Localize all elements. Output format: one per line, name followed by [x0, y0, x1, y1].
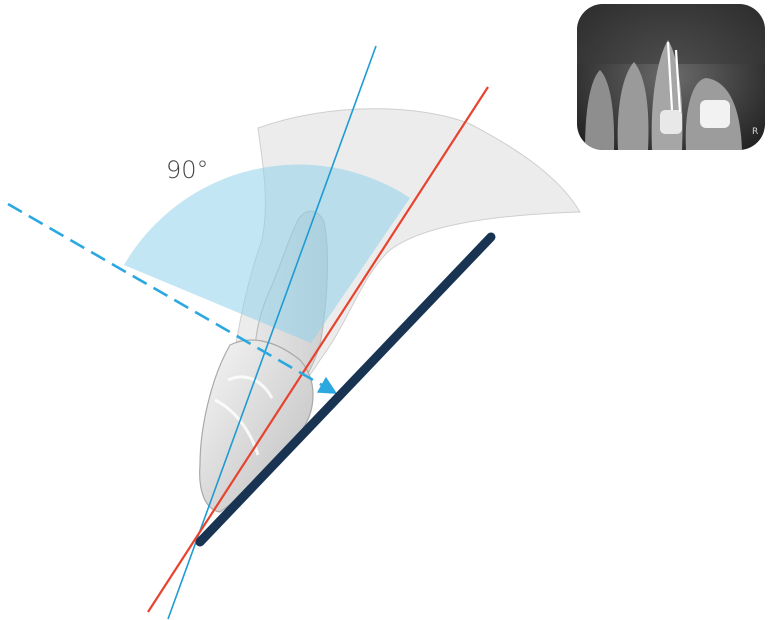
tooth-long-axis-line: [167, 45, 377, 620]
bisecting-line: [147, 86, 489, 613]
tooth-crown-detail: [214, 375, 274, 456]
central-ray-dashed-arrow: [7, 202, 338, 394]
xray-root-canal: [666, 41, 682, 113]
xray-tooth-2: [617, 62, 649, 150]
angle-sector: [124, 164, 410, 343]
film-sensor-line: [195, 232, 496, 547]
xray-inset-text: R: [752, 127, 758, 137]
xray-restoration-2: [660, 110, 682, 134]
xray-restoration-1: [700, 100, 730, 128]
angle-label: 90°: [166, 156, 209, 184]
xray-tooth-1: [585, 70, 615, 150]
xray-thumbnail: R: [577, 4, 765, 150]
